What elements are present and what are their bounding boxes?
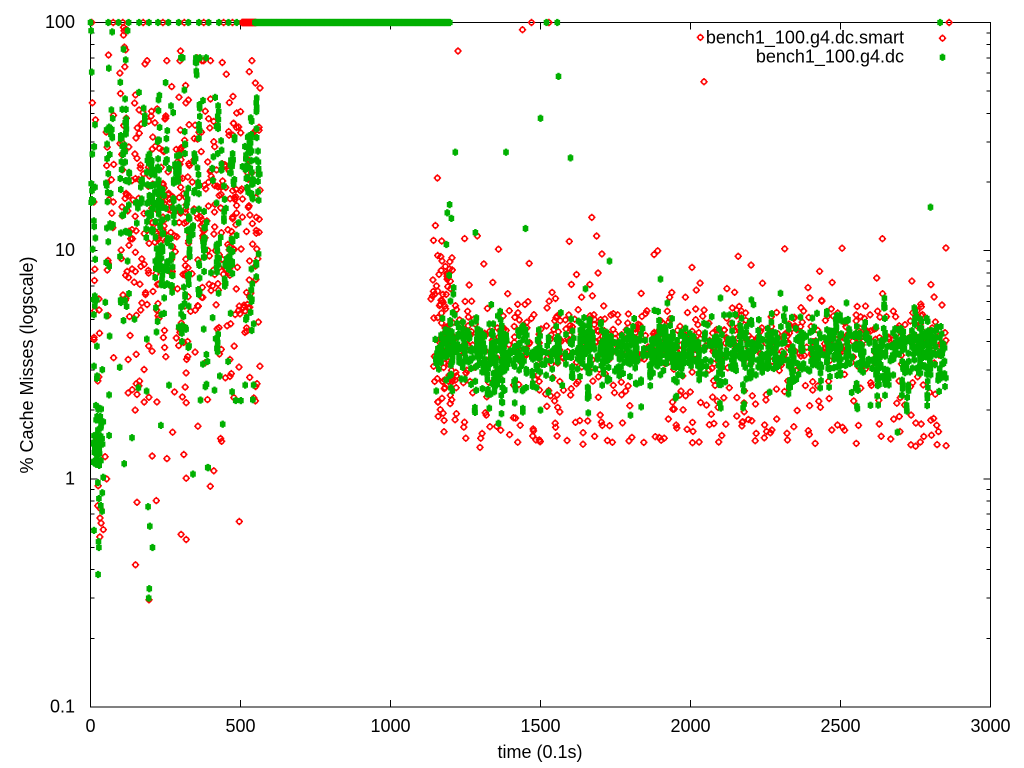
svg-text:100: 100: [45, 12, 75, 32]
svg-text:1500: 1500: [520, 716, 560, 736]
svg-text:1000: 1000: [370, 716, 410, 736]
svg-text:2000: 2000: [670, 716, 710, 736]
svg-text:2500: 2500: [820, 716, 860, 736]
svg-text:time (0.1s): time (0.1s): [497, 742, 582, 762]
svg-text:bench1_100.g4.dc: bench1_100.g4.dc: [756, 47, 904, 68]
svg-text:0.1: 0.1: [50, 697, 75, 717]
svg-text:3000: 3000: [970, 716, 1010, 736]
svg-text:% Cache Misses (logscale): % Cache Misses (logscale): [17, 256, 37, 473]
svg-text:bench1_100.g4.dc.smart: bench1_100.g4.dc.smart: [706, 28, 904, 49]
svg-text:10: 10: [55, 240, 75, 260]
svg-text:500: 500: [225, 716, 255, 736]
svg-text:0: 0: [85, 716, 95, 736]
svg-text:1: 1: [65, 468, 75, 488]
